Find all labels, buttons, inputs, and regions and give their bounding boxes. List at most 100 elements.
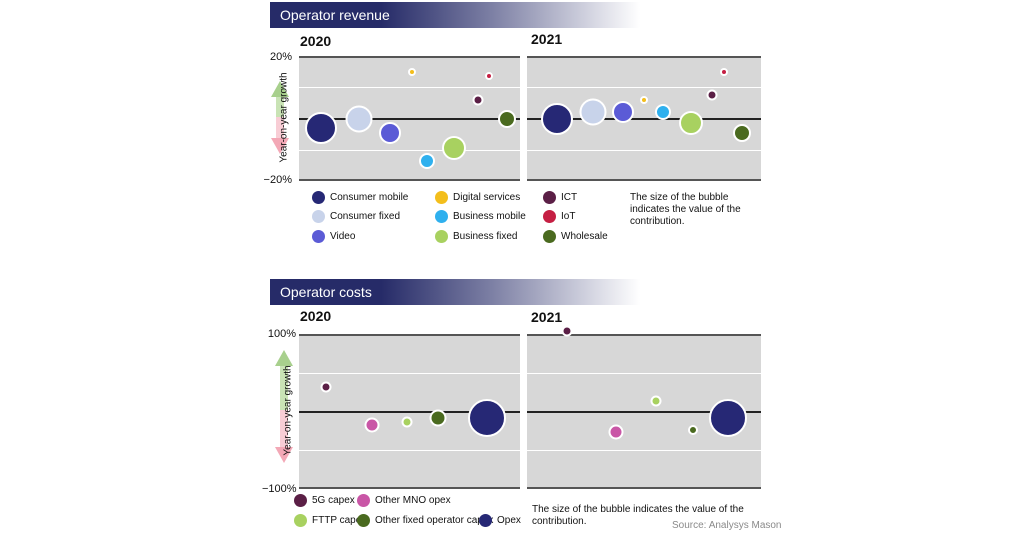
costs-legend-label: FTTP capex — [312, 515, 367, 526]
revenue-legend-label: Consumer fixed — [330, 211, 401, 222]
revenue-legend-item-ict: ICT — [543, 191, 577, 204]
revenue-2021-zero-line — [527, 118, 761, 120]
revenue-legend-item-digital-services: Digital services — [435, 191, 520, 204]
costs-2021-edge-bottom — [527, 487, 761, 489]
revenue-legend-swatch — [435, 230, 448, 243]
costs-title: Operator costs — [280, 284, 372, 300]
revenue-legend-label: Business fixed — [453, 231, 518, 242]
revenue-note: The size of the bubble indicates the val… — [630, 192, 741, 227]
revenue-legend-item-wholesale: Wholesale — [543, 230, 608, 243]
costs-2021-bubble-other-mno-opex — [608, 424, 624, 440]
costs-2021-gridline — [527, 450, 761, 451]
revenue-2020-bubble-wholesale — [498, 110, 516, 128]
costs-2020-edge-top — [299, 334, 520, 336]
revenue-2020-gridline — [299, 87, 520, 88]
revenue-2021-bubble-video — [612, 101, 634, 123]
costs-legend-item-opex: Opex — [479, 514, 521, 527]
revenue-legend-label: Business mobile — [453, 211, 526, 222]
revenue-y-axis-label: Year-on-year growth — [278, 72, 290, 163]
costs-2021-gridline — [527, 373, 761, 374]
revenue-2021-bubble-digital-services — [640, 96, 648, 104]
revenue-plot-2020 — [299, 56, 520, 181]
revenue-ytick-top: 20% — [269, 51, 292, 63]
revenue-2020-zero-line — [299, 118, 520, 120]
revenue-legend-swatch — [543, 230, 556, 243]
revenue-legend-item-business-fixed: Business fixed — [435, 230, 517, 243]
revenue-legend-label: ICT — [561, 192, 578, 203]
costs-legend-swatch — [357, 514, 370, 527]
revenue-2021-edge-bottom — [527, 179, 761, 181]
revenue-down-arrow-icon — [271, 138, 289, 154]
revenue-year-2021: 2021 — [531, 31, 563, 47]
costs-2020-edge-bottom — [299, 487, 520, 489]
revenue-2020-edge-top — [299, 56, 520, 58]
revenue-2021-bubble-iot — [720, 68, 728, 76]
revenue-year-2020: 2020 — [300, 33, 332, 49]
costs-2020-gridline — [299, 450, 520, 451]
revenue-title: Operator revenue — [280, 7, 390, 23]
costs-note: The size of the bubble indicates the val… — [532, 504, 744, 527]
revenue-2020-bubble-video — [379, 122, 401, 144]
costs-down-arrow-icon — [275, 447, 293, 463]
costs-up-arrow-icon — [275, 350, 293, 366]
costs-legend-swatch — [357, 494, 370, 507]
costs-legend-label: Opex — [497, 515, 521, 526]
revenue-legend-item-video: Video — [312, 230, 355, 243]
revenue-2021-bubble-consumer-fixed — [579, 98, 607, 126]
revenue-up-arrow-shaft — [276, 96, 284, 118]
revenue-2020-bubble-ict — [472, 94, 484, 106]
costs-down-arrow-shaft — [280, 410, 288, 448]
revenue-plot-2021 — [527, 56, 761, 181]
costs-legend-label: Other fixed operator capex — [375, 515, 494, 526]
revenue-down-arrow-shaft — [276, 117, 284, 139]
costs-2020-bubble-5g-capex — [320, 381, 332, 393]
revenue-2021-bubble-business-fixed — [679, 111, 703, 135]
costs-plot-2021 — [527, 325, 761, 489]
revenue-legend-label: Wholesale — [561, 231, 608, 242]
revenue-legend-label: Consumer mobile — [330, 192, 409, 203]
revenue-legend-item-consumer-fixed: Consumer fixed — [312, 210, 400, 223]
costs-2020-bubble-other-fixed-operator-capex — [429, 409, 447, 427]
source-credit: Source: Analysys Mason — [672, 520, 782, 531]
revenue-legend-swatch — [312, 210, 325, 223]
revenue-ytick-bottom: −20% — [263, 174, 292, 186]
revenue-2020-bubble-business-mobile — [419, 153, 435, 169]
costs-legend-item-other-fixed-operator-capex: Other fixed operator capex — [357, 514, 493, 527]
costs-legend-swatch — [294, 514, 307, 527]
revenue-2021-gridline — [527, 150, 761, 151]
revenue-legend-item-consumer-mobile: Consumer mobile — [312, 191, 408, 204]
revenue-up-arrow-icon — [271, 81, 289, 97]
revenue-2020-bubble-consumer-fixed — [345, 105, 373, 133]
revenue-2021-edge-top — [527, 56, 761, 58]
costs-y-axis-label: Year-on-year growth — [282, 365, 294, 456]
revenue-legend-swatch — [312, 191, 325, 204]
revenue-2021-bubble-ict — [706, 89, 718, 101]
revenue-legend-swatch — [543, 210, 556, 223]
revenue-legend-item-business-mobile: Business mobile — [435, 210, 526, 223]
revenue-legend-swatch — [435, 191, 448, 204]
costs-2021-edge-top — [527, 334, 761, 336]
revenue-legend-label: Digital services — [453, 192, 521, 203]
costs-2021-bubble-fttp-capex — [650, 395, 662, 407]
costs-ytick-bottom: −100% — [262, 483, 297, 495]
revenue-legend-label: IoT — [561, 211, 576, 222]
costs-legend-item-5g-capex: 5G capex — [294, 494, 355, 507]
costs-year-2021: 2021 — [531, 309, 563, 325]
revenue-2021-bubble-consumer-mobile — [541, 103, 573, 135]
revenue-2020-bubble-consumer-mobile — [305, 112, 337, 144]
costs-2020-bubble-opex — [468, 399, 506, 437]
revenue-legend-item-iot: IoT — [543, 210, 575, 223]
costs-ytick-top: 100% — [267, 328, 296, 340]
revenue-2020-bubble-iot — [485, 72, 493, 80]
costs-legend-swatch — [479, 514, 492, 527]
revenue-2021-bubble-business-mobile — [655, 104, 671, 120]
costs-year-2020: 2020 — [300, 308, 332, 324]
costs-2021-zero-line — [527, 411, 761, 413]
costs-2021-bubble-other-fixed-operator-capex — [688, 425, 698, 435]
costs-banner: Operator costs — [270, 279, 640, 305]
revenue-2020-edge-bottom — [299, 179, 520, 181]
revenue-2020-bubble-business-fixed — [442, 136, 466, 160]
revenue-2020-bubble-digital-services — [408, 68, 416, 76]
revenue-legend-swatch — [312, 230, 325, 243]
revenue-2020-gridline — [299, 150, 520, 151]
